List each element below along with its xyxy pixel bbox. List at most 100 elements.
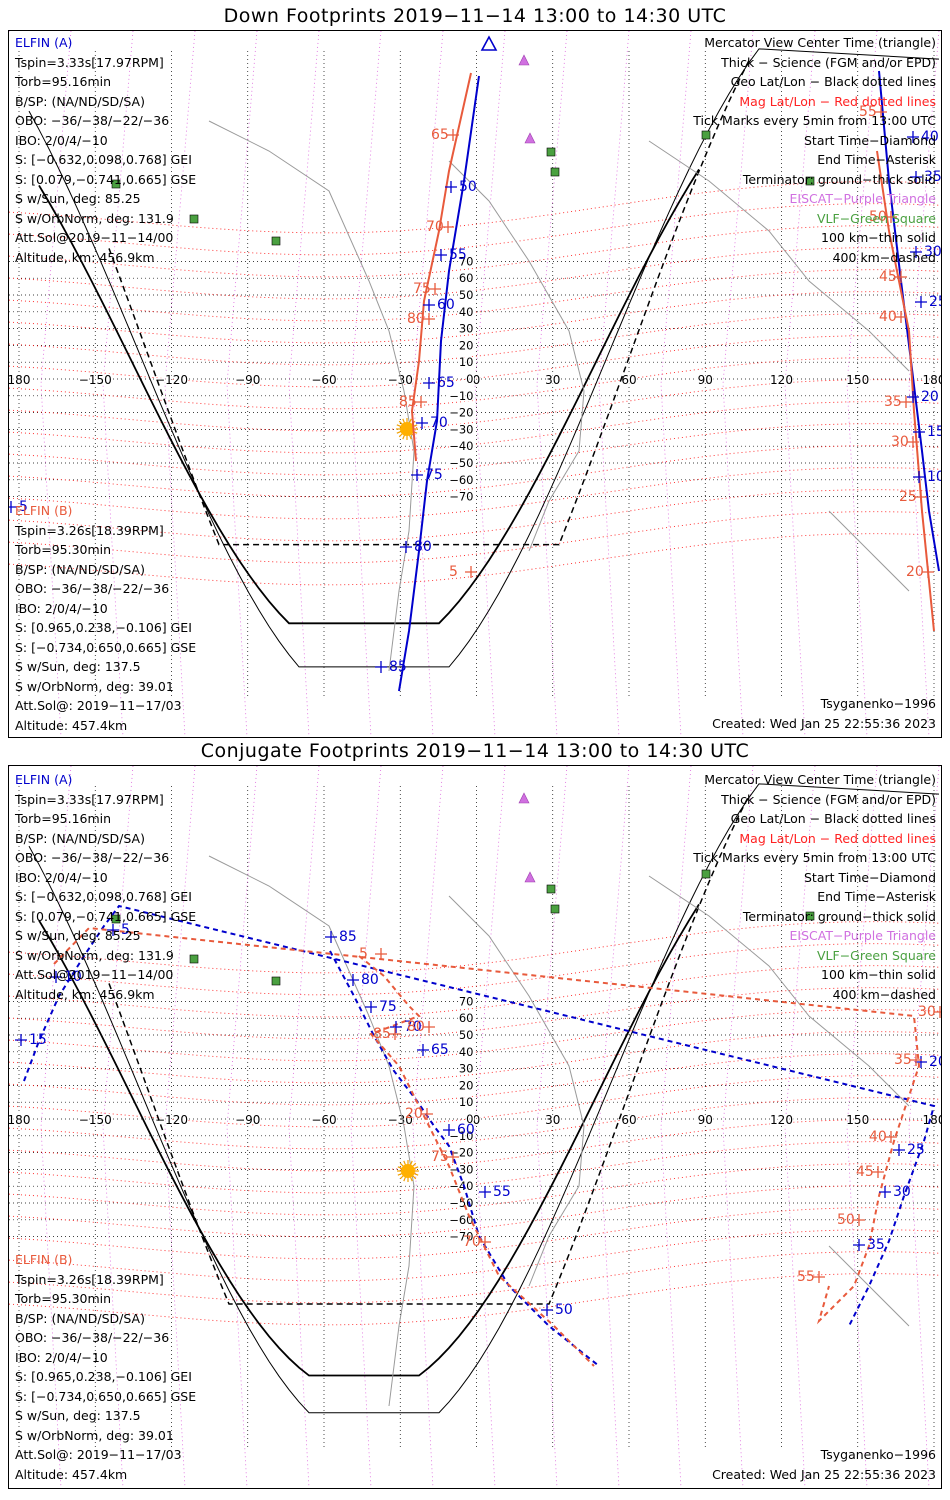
info-line: Att.Sol@2019−11−14/00 [15, 230, 174, 245]
elfin-b-tick [479, 1236, 491, 1248]
elfin-b-header: ELFIN (B) [15, 1252, 73, 1267]
elfin-b-time-label: 45 [856, 1164, 874, 1180]
lat-label: 40 [459, 1045, 474, 1059]
elfin-a-tick [879, 1186, 891, 1198]
elfin-b-tick [813, 1271, 825, 1283]
info-line: Altitude, km: 456.9km [15, 986, 155, 1002]
info-line: Tspin=3.26s[18.39RPM] [15, 522, 164, 538]
lon-label: −60 [311, 1113, 336, 1127]
mag-lat-line [9, 1053, 940, 1106]
info-line: Altitude: 457.4km [15, 717, 128, 733]
info-line: OBO: −36/−38/−22/−36 [15, 1330, 170, 1345]
terminator-100km [28, 783, 940, 1414]
view-center-triangle [480, 35, 498, 51]
elfin-a-time-label: 80 [361, 972, 379, 988]
model-label: Tsyganenko−1996 [820, 1447, 936, 1462]
lat-label: −70 [449, 490, 473, 504]
created-label: Created: Wed Jan 25 22:55:36 2023 [712, 715, 936, 731]
elfin-a-time-label: 20 [921, 389, 939, 405]
info-line: S: [0.079,−0.741,0.665] GSE [15, 171, 197, 187]
elfin-a-time-label: 35 [924, 169, 941, 185]
elfin-a-header: ELFIN (A) [15, 35, 73, 50]
vlf-station-square [111, 179, 121, 189]
elfin-b-time-label: 5 [449, 564, 458, 580]
elfin-b-tick [853, 1214, 865, 1226]
lat-label: 20 [459, 1078, 474, 1092]
elfin-b-time-label: 20 [906, 564, 924, 580]
elfin-a-time-label: 35 [867, 1237, 885, 1253]
elfin-b-tick [885, 1131, 897, 1143]
info-line: S w/Sun, deg: 85.25 [15, 928, 141, 943]
lat-label: 50 [459, 288, 474, 302]
elfin-b-tick [375, 948, 387, 960]
mag-lon-line [660, 766, 692, 1488]
mag-lon-line [288, 766, 320, 1488]
mag-lon-line [474, 766, 506, 1488]
lat-label: 70 [459, 254, 474, 268]
elfin-a-track [329, 950, 600, 1367]
elfin-b-time-label: 50 [837, 1212, 855, 1228]
coastline [828, 1245, 910, 1327]
elfin-a-tick [915, 296, 927, 308]
mag-lat-line [9, 401, 940, 454]
elfin-a-time-label: 50 [555, 1302, 573, 1318]
elfin-b-tick [934, 1006, 941, 1018]
elfin-b-time-label: 75 [413, 281, 431, 297]
legend-item: End Time−Asterisk [817, 889, 936, 904]
legend-item: Geo Lat/Lon − Black dotted lines [730, 811, 936, 826]
lat-label: 60 [459, 1011, 474, 1025]
elfin-a-time-label: 85 [389, 659, 407, 675]
mag-lat-line [9, 291, 940, 344]
lat-label: 30 [459, 322, 474, 336]
info-line: Tspin=3.33s[17.97RPM] [15, 791, 164, 807]
lat-label: −60 [449, 473, 473, 487]
legend-item: 400 km−dashed [832, 249, 936, 265]
legend-item: Geo Lat/Lon − Black dotted lines [730, 74, 936, 89]
lat-label: 20 [459, 338, 474, 352]
lon-label: −120 [155, 373, 188, 387]
lon-label: 180 [923, 373, 941, 387]
elfin-a-tick [853, 1239, 865, 1251]
info-line: Att.Sol@2019−11−14/00 [15, 967, 174, 982]
legend-item: Terminator: ground−thick solid [742, 171, 936, 187]
elfin-a-time-label: 10 [64, 969, 82, 985]
info-line: S w/OrbNorm, deg: 39.01 [15, 678, 174, 694]
lon-label: −30 [388, 373, 413, 387]
elfin-b-tick [421, 1108, 433, 1120]
mag-lon-line [722, 766, 754, 1488]
legend-item: VLF−Green Square [816, 947, 936, 963]
elfin-b-tick [895, 271, 907, 283]
legend-item: Terminator: ground−thick solid [742, 908, 936, 924]
elfin-a-time-label: 15 [29, 1032, 47, 1048]
elfin-a-time-label: 10 [927, 469, 941, 485]
elfin-a-time-label: 75 [379, 999, 397, 1015]
eiscat-triangle [524, 871, 536, 883]
elfin-b-time-label: 85 [373, 1026, 391, 1042]
elfin-b-time-label: 55 [797, 1269, 815, 1285]
lat-label: 10 [459, 1095, 474, 1109]
elfin-b-time-label: 45 [879, 269, 897, 285]
lon-label: 180 [9, 373, 30, 387]
elfin-b-time-label: 35 [884, 394, 902, 410]
elfin-a-time-label: 65 [437, 375, 455, 391]
elfin-a-tick [443, 1124, 455, 1136]
elfin-a-tick [390, 1021, 402, 1033]
lon-label: −150 [79, 373, 112, 387]
info-line: OBO: −36/−38/−22/−36 [15, 850, 170, 865]
legend-item: 100 km−thin solid [821, 230, 936, 245]
elfin-a-tick [417, 1044, 429, 1056]
info-line: S w/Sun, deg: 137.5 [15, 1408, 141, 1423]
elfin-b-time-label: 40 [879, 309, 897, 325]
elfin-a-time-label: 80 [414, 539, 432, 555]
lat-label: −20 [449, 406, 473, 420]
elfin-a-time-label: 20 [929, 1054, 941, 1070]
elfin-b-time-label: 25 [899, 489, 917, 505]
elfin-b-tick [465, 566, 477, 578]
elfin-b-time-label: 40 [869, 1129, 887, 1145]
info-line: Torb=95.16min [15, 74, 112, 89]
lon-label: −150 [79, 1113, 112, 1127]
elfin-b-time-label: 80 [407, 1019, 425, 1035]
terminator-400km [108, 60, 750, 546]
elfin-a-tick [541, 1304, 553, 1316]
elfin-a-tick [365, 1001, 377, 1013]
